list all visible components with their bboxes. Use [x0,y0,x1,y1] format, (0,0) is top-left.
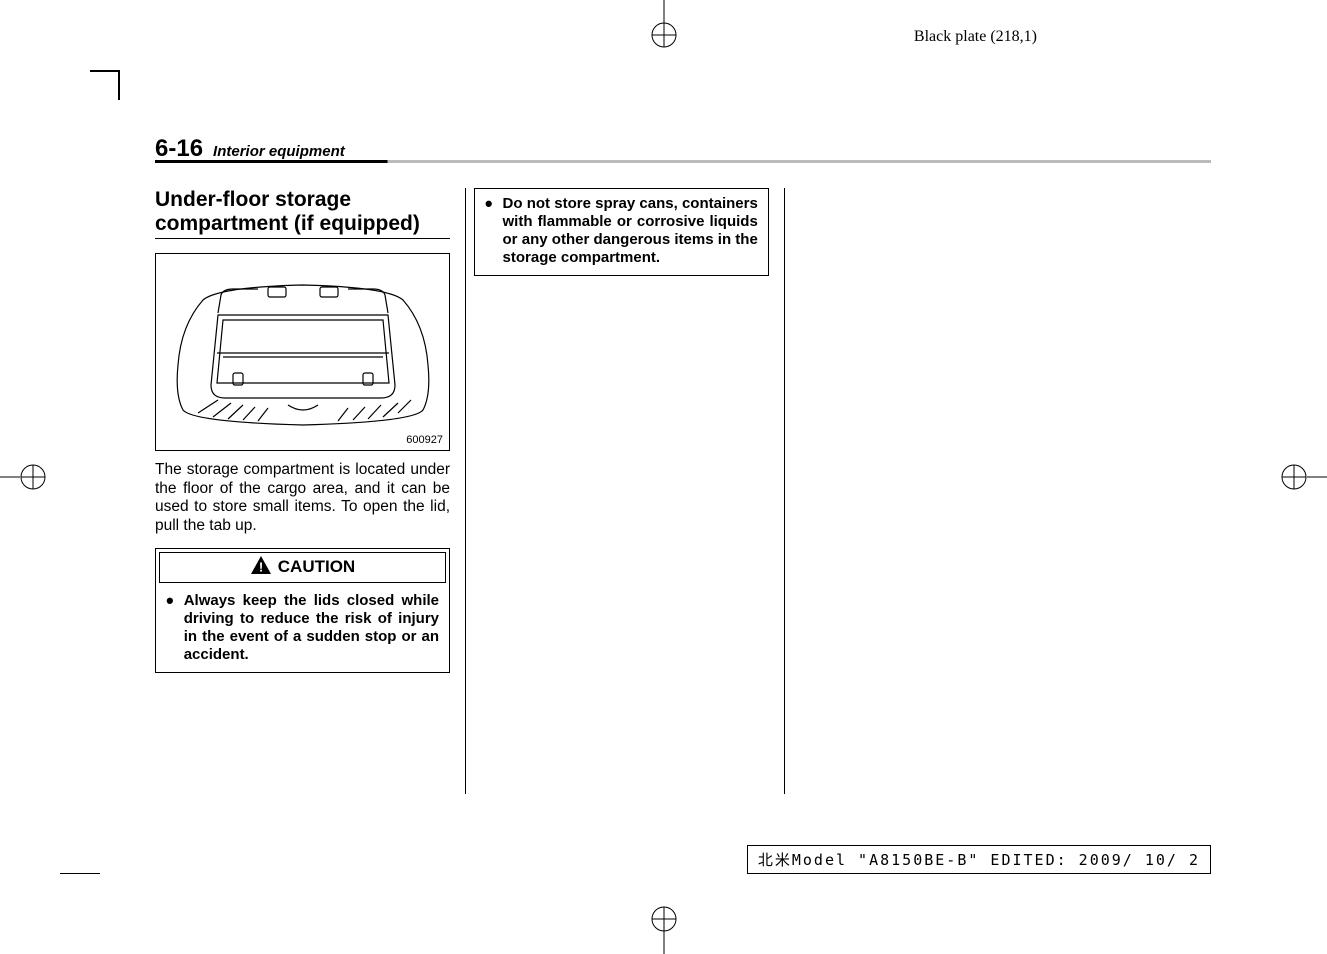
bullet-icon: • [485,195,493,267]
caution-header: ! CAUTION [159,552,446,583]
column-separator [784,188,785,794]
section-name: Interior equipment [213,143,345,160]
column-2: • Do not store spray cans, containers wi… [474,188,784,794]
caution-text-1: Always keep the lids closed while drivin… [184,592,439,664]
footer-edit-info: 北米Model "A8150BE-B" EDITED: 2009/ 10/ 2 [747,845,1211,874]
caution-text-2: Do not store spray cans, containers with… [503,195,758,267]
warning-triangle-icon: ! [250,555,272,580]
svg-text:!: ! [259,559,263,574]
caution-list-item: • Do not store spray cans, containers wi… [485,195,758,267]
body-paragraph: The storage compartment is located under… [155,461,450,535]
bullet-icon: • [166,592,174,664]
figure-id: 600927 [406,434,443,446]
crop-mark-right [1277,452,1327,502]
page-number: 6-16 [155,135,203,163]
trim-mark [90,70,120,72]
figure-illustration: 600927 [155,253,450,451]
crop-mark-bottom [639,904,689,954]
crop-mark-left [0,452,50,502]
plate-label: Black plate (218,1) [914,28,1037,46]
page-header: 6-16 Interior equipment [155,135,1211,163]
column-1: Under-floor storage compartment (if equi… [155,188,465,794]
caution-box-2: • Do not store spray cans, containers wi… [474,188,769,276]
trim-mark [60,873,100,874]
section-heading: Under-floor storage compartment (if equi… [155,188,450,236]
trim-mark [118,70,120,100]
content-area: Under-floor storage compartment (if equi… [155,188,1047,794]
column-separator [465,188,466,794]
heading-block: Under-floor storage compartment (if equi… [155,188,450,239]
column-3 [793,188,1047,794]
caution-label: CAUTION [278,557,355,577]
caution-list-item: • Always keep the lids closed while driv… [166,592,439,664]
crop-mark-top [639,0,689,50]
header-rule [155,160,1211,163]
caution-box-1: ! CAUTION • Always keep the lids closed … [155,548,450,673]
caution-body-1: • Always keep the lids closed while driv… [156,586,449,672]
